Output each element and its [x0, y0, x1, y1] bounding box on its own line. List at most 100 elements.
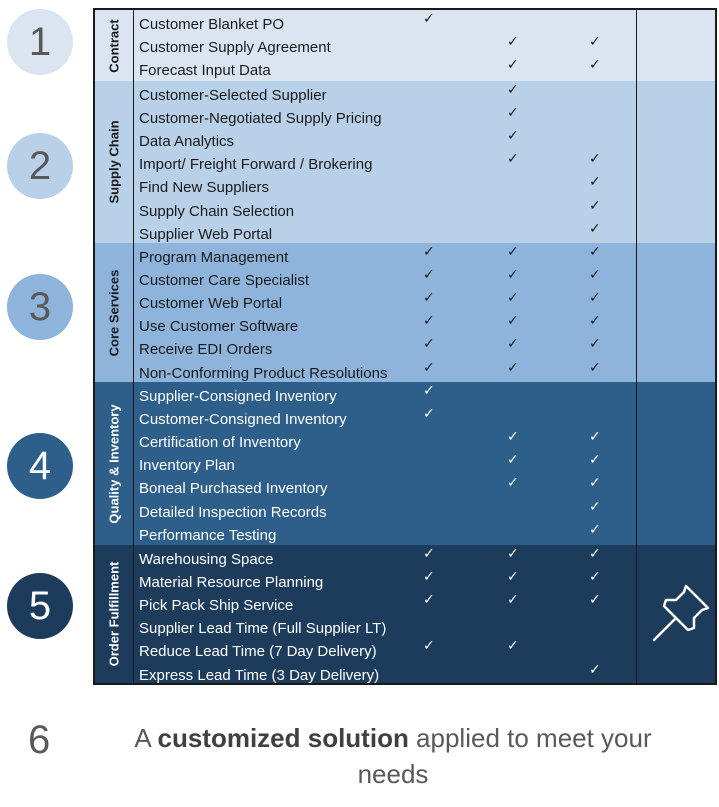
- section-side-label-cell: Quality & Inventory: [95, 382, 134, 545]
- table-row: Customer Supply Agreement ✓ ✓: [133, 34, 633, 59]
- table-row: Performance Testing ✓: [133, 522, 633, 547]
- checkmark-icon: ✓: [507, 313, 519, 330]
- section-side-label-cell: Order Fulfillment: [95, 545, 134, 683]
- row-label: Customer-Negotiated Supply Pricing: [139, 110, 382, 128]
- table-row: Customer-Selected Supplier ✓: [133, 82, 633, 107]
- section-4: Quality & Inventory Supplier-Consigned In…: [95, 382, 715, 545]
- checkmark-icon: ✓: [423, 592, 435, 609]
- checkmark-icon: ✓: [423, 336, 435, 353]
- section-number-4: 4: [7, 433, 73, 499]
- table-row: Pick Pack Ship Service ✓ ✓ ✓: [133, 592, 633, 617]
- checkmark-icon: ✓: [589, 546, 601, 562]
- row-label: Find New Suppliers: [139, 179, 270, 197]
- table-column-divider: [636, 10, 637, 683]
- checkmark-icon: ✓: [589, 174, 601, 191]
- checkmark-icon: ✓: [507, 429, 519, 446]
- table-row: Material Resource Planning ✓ ✓ ✓: [133, 569, 633, 594]
- table-row: Customer-Negotiated Supply Pricing ✓: [133, 105, 633, 130]
- checkmark-icon: ✓: [423, 359, 435, 376]
- table-row: Find New Suppliers ✓: [133, 174, 633, 199]
- checkmark-icon: ✓: [507, 638, 519, 655]
- checkmark-icon: ✓: [589, 569, 601, 586]
- row-label: Supplier Lead Time (Full Supplier LT): [139, 620, 387, 638]
- table-row: Non-Conforming Product Resolutions ✓ ✓ ✓: [133, 359, 633, 385]
- table-row: Inventory Plan ✓ ✓: [133, 452, 633, 477]
- row-label: Certification of Inventory: [139, 434, 301, 452]
- checkmark-icon: ✓: [507, 475, 519, 492]
- table-row: Use Customer Software ✓ ✓ ✓: [133, 313, 633, 338]
- row-label: Inventory Plan: [139, 457, 235, 475]
- checkmark-icon: ✓: [507, 336, 519, 353]
- row-label: Detailed Inspection Records: [139, 503, 327, 521]
- checkmark-icon: ✓: [507, 128, 519, 145]
- table-row: Customer Web Portal ✓ ✓ ✓: [133, 290, 633, 315]
- row-label: Material Resource Planning: [139, 574, 324, 592]
- section-5: Order Fulfillment Warehousing Space ✓ ✓ ✓ Mat…: [95, 545, 715, 684]
- checkmark-icon: ✓: [589, 290, 601, 307]
- checkmark-icon: ✓: [589, 57, 601, 74]
- checkmark-icon: ✓: [589, 267, 601, 284]
- table-row: Detailed Inspection Records ✓: [133, 499, 633, 524]
- checkmark-icon: ✓: [507, 546, 519, 562]
- footer-prefix: A: [134, 723, 158, 753]
- row-label: Use Customer Software: [139, 318, 299, 336]
- section-title: Order Fulfillment: [106, 561, 122, 667]
- checkmark-icon: ✓: [507, 569, 519, 586]
- checkmark-icon: ✓: [423, 569, 435, 586]
- row-label: Reduce Lead Time (7 Day Delivery): [139, 643, 377, 661]
- footer-suffix: applied to meet your needs: [357, 723, 652, 789]
- checkmark-icon: ✓: [589, 313, 601, 330]
- section-2: Supply Chain Customer-Selected Supplier ✓ C…: [95, 81, 715, 243]
- checkmark-icon: ✓: [589, 429, 601, 446]
- checkmark-icon: ✓: [507, 34, 519, 51]
- checkmark-icon: ✓: [423, 290, 435, 307]
- row-label: Program Management: [139, 249, 289, 266]
- row-label: Customer-Consigned Inventory: [139, 411, 347, 429]
- section-title: Core Services: [106, 269, 122, 356]
- section-number-5: 5: [7, 573, 73, 639]
- table-row: Customer Care Specialist ✓ ✓ ✓: [133, 267, 633, 292]
- row-label: Data Analytics: [139, 133, 235, 151]
- checkmark-icon: ✓: [423, 546, 435, 562]
- table-row: Certification of Inventory ✓ ✓: [133, 429, 633, 454]
- row-label: Import/ Freight Forward / Brokering: [139, 156, 373, 174]
- table-row: Data Analytics ✓: [133, 128, 633, 153]
- row-label: Customer Blanket PO: [139, 16, 285, 33]
- checkmark-icon: ✓: [423, 313, 435, 330]
- checkmark-icon: ✓: [423, 267, 435, 284]
- service-table: Order Fulfillment Warehousing Space ✓ ✓ ✓ Mat…: [93, 8, 717, 685]
- checkmark-icon: ✓: [507, 57, 519, 74]
- checkmark-icon: ✓: [507, 592, 519, 609]
- section-title: Contract: [106, 18, 122, 73]
- table-row: Supplier Web Portal ✓: [133, 221, 633, 246]
- table-row: Receive EDI Orders ✓ ✓ ✓: [133, 336, 633, 361]
- table-row: Customer Blanket PO ✓: [133, 11, 633, 36]
- checkmark-icon: ✓: [507, 244, 519, 260]
- checkmark-icon: ✓: [507, 105, 519, 122]
- row-label: Receive EDI Orders: [139, 341, 273, 359]
- checkmark-icon: ✓: [589, 336, 601, 353]
- footer-bold-text: customized solution: [157, 723, 409, 753]
- checkmark-icon: ✓: [589, 452, 601, 469]
- section-title: Supply Chain: [106, 120, 122, 204]
- row-label: Forecast Input Data: [139, 62, 271, 80]
- checkmark-icon: ✓: [423, 638, 435, 655]
- section-1: Contract Customer Blanket PO ✓ Customer Sup…: [95, 10, 715, 81]
- row-label: Customer-Selected Supplier: [139, 87, 327, 104]
- checkmark-icon: ✓: [507, 359, 519, 376]
- checkmark-icon: ✓: [589, 197, 601, 214]
- checkmark-icon: ✓: [589, 475, 601, 492]
- pushpin-icon: [652, 584, 710, 642]
- section-side-label-cell: Supply Chain: [95, 81, 134, 243]
- table-row: Forecast Input Data ✓ ✓: [133, 57, 633, 82]
- table-row: Reduce Lead Time (7 Day Delivery) ✓ ✓: [133, 638, 633, 663]
- checkmark-icon: ✓: [589, 244, 601, 260]
- row-label: Supplier-Consigned Inventory: [139, 388, 337, 405]
- checkmark-icon: ✓: [589, 34, 601, 51]
- checkmark-icon: ✓: [589, 151, 601, 168]
- table-row: Express Lead Time (3 Day Delivery) ✓: [133, 661, 633, 687]
- table-row: Supply Chain Selection ✓: [133, 197, 633, 223]
- footer-tagline: A customized solution applied to meet yo…: [120, 720, 666, 792]
- row-label: Performance Testing: [139, 526, 277, 544]
- checkmark-icon: ✓: [589, 661, 601, 678]
